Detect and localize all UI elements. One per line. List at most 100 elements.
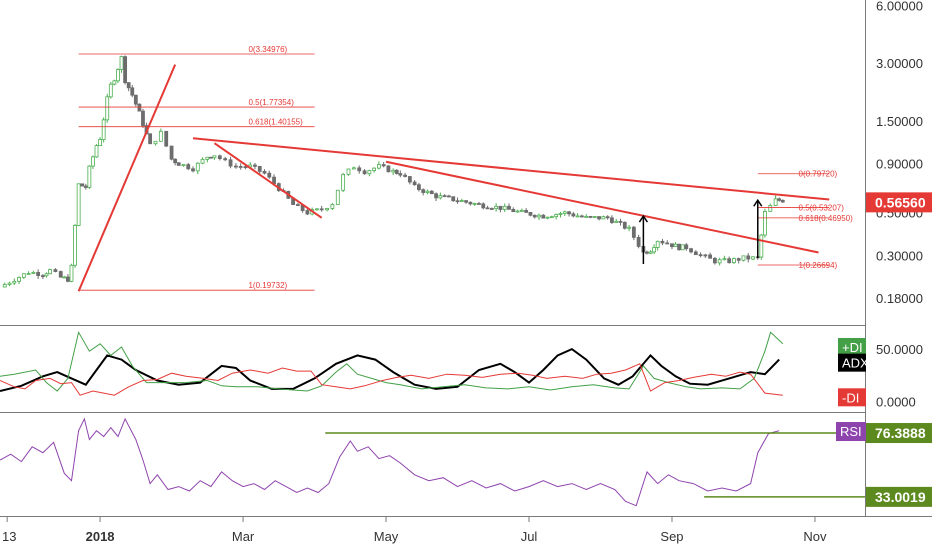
- trendline[interactable]: [77, 64, 177, 292]
- candle-body: [562, 211, 567, 214]
- candle-body: [670, 243, 674, 248]
- candle-body: [126, 82, 131, 89]
- fib-right-level-label: 0.618(0.46950): [799, 214, 854, 223]
- trendline[interactable]: [192, 137, 830, 201]
- candle-body: [272, 176, 276, 184]
- candle-body: [169, 145, 174, 160]
- rsi-level-label: 76.3888: [875, 425, 926, 441]
- candle-body: [532, 214, 537, 218]
- adx-panel[interactable]: [0, 330, 784, 396]
- candle-body: [217, 155, 222, 160]
- candle-body: [680, 244, 685, 251]
- candle-body: [181, 164, 186, 166]
- candle-body: [618, 220, 623, 223]
- candle-body: [101, 119, 106, 140]
- candle-body: [746, 255, 751, 260]
- time-tick-label: Mar: [232, 529, 255, 544]
- candle-body: [507, 205, 511, 210]
- time-tick-label: Nov: [803, 529, 827, 544]
- rsi-legend-tag: [836, 422, 866, 442]
- adx-tick-label: 0.0000: [876, 395, 916, 410]
- candle-body: [257, 165, 262, 172]
- candle-body: [123, 56, 128, 83]
- candle-body: [319, 208, 324, 211]
- candle-body: [2, 284, 7, 288]
- price-tick-label: 6.00000: [876, 0, 923, 13]
- candle-body: [489, 208, 494, 210]
- candle-body: [200, 158, 205, 164]
- price-tick-label: 1.50000: [876, 114, 923, 129]
- candle-body: [417, 184, 421, 191]
- candle-body: [434, 193, 438, 199]
- candle-body: [660, 240, 665, 244]
- candle-body: [108, 83, 113, 98]
- adx-legend-tag: [838, 388, 866, 407]
- adx-legend-tag-label: -DI: [842, 390, 859, 405]
- time-tick-label: Jul: [521, 529, 538, 544]
- candle-body: [648, 251, 653, 254]
- candle-body: [597, 216, 601, 220]
- candle-body: [712, 257, 717, 264]
- rsi-line: [0, 417, 780, 507]
- candle-body: [148, 133, 153, 145]
- price-panel[interactable]: 0(3.34976) 0.5(1.77354) 0.618(1.40155) 1(0.…: [2, 45, 854, 292]
- trendline[interactable]: [385, 160, 819, 254]
- candle-body: [94, 145, 99, 158]
- price-tick-label: 0.30000: [876, 248, 923, 263]
- candle-body: [191, 168, 195, 172]
- candle-body: [468, 201, 473, 205]
- candle-body: [677, 243, 682, 251]
- adx-series-di-line: [0, 363, 783, 396]
- time-tick-label: May: [374, 529, 399, 544]
- candle-body: [195, 162, 200, 172]
- candle-body: [684, 244, 689, 250]
- fib-right-level-label: 1(0.26694): [799, 261, 838, 270]
- candle-body: [12, 280, 17, 284]
- candle-body: [645, 251, 649, 254]
- candle-body: [112, 80, 117, 85]
- candle-body: [515, 210, 520, 213]
- candle-body: [158, 130, 163, 142]
- rsi-level-tag: [866, 486, 932, 507]
- candle-body: [173, 158, 178, 164]
- candle-body: [584, 216, 589, 218]
- candle-body: [554, 214, 559, 218]
- candle-body: [394, 169, 399, 174]
- candle-body: [545, 216, 550, 219]
- candle-body: [698, 254, 703, 257]
- last-price-tag: [866, 192, 932, 213]
- candle-body: [381, 164, 386, 167]
- candle-body: [708, 254, 713, 259]
- candle-body: [580, 215, 584, 218]
- fib-left-level-label: 0.5(1.77354): [248, 98, 294, 107]
- candle-body: [83, 185, 88, 188]
- candle-body: [451, 196, 456, 202]
- candle-body: [732, 258, 736, 264]
- candle-body: [447, 195, 451, 198]
- fib-left-level-label: 0(3.34976): [248, 45, 287, 54]
- candle-body: [541, 214, 546, 219]
- candle-body: [717, 259, 722, 264]
- candle-body: [442, 195, 447, 198]
- candle-body: [228, 159, 233, 167]
- price-tick-label: 0.90000: [876, 157, 923, 172]
- candle-body: [362, 170, 367, 175]
- candle-body: [243, 166, 248, 169]
- candle-body: [62, 276, 67, 279]
- trendline[interactable]: [213, 142, 323, 219]
- candle-body: [549, 216, 554, 219]
- candle-body: [777, 198, 782, 201]
- candle-body: [262, 171, 267, 174]
- candle-body: [494, 205, 499, 210]
- rsi-panel[interactable]: [0, 417, 865, 507]
- candle-body: [485, 207, 490, 210]
- candle-body: [133, 94, 138, 105]
- time-tick-label: 13: [2, 529, 16, 544]
- candle-body: [689, 248, 693, 253]
- candle-body: [351, 167, 356, 170]
- candle-body: [665, 242, 670, 245]
- candle-body: [438, 195, 443, 199]
- candle-body: [610, 217, 614, 223]
